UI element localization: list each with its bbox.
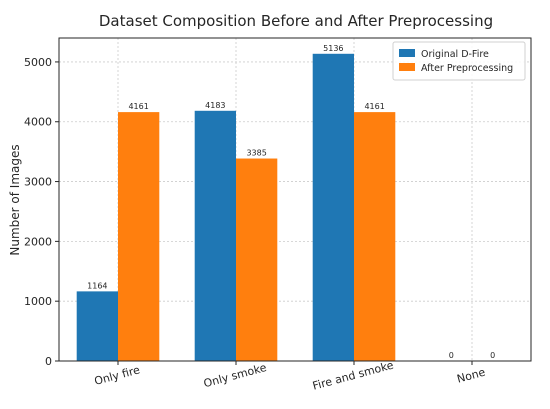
x-tick-label: Only fire xyxy=(93,363,142,388)
x-tick-label: None xyxy=(456,366,487,386)
legend-swatch xyxy=(399,49,415,57)
bar xyxy=(354,112,396,361)
y-tick-label: 3000 xyxy=(24,176,52,189)
chart-title: Dataset Composition Before and After Pre… xyxy=(99,12,493,30)
y-tick-label: 4000 xyxy=(24,116,52,129)
bar xyxy=(194,110,236,361)
y-tick-label: 2000 xyxy=(24,235,52,248)
bar xyxy=(312,53,354,362)
bar-value-label: 0 xyxy=(490,351,495,360)
legend-box xyxy=(392,41,526,81)
x-tick-label: Fire and smoke xyxy=(311,359,395,393)
x-tick-label: Only smoke xyxy=(202,361,268,390)
bar-value-label: 5136 xyxy=(323,44,343,53)
y-axis-label: Number of Images xyxy=(8,144,22,255)
y-tick-label: 0 xyxy=(45,355,52,368)
legend: Original D-Fire After Preprocessing xyxy=(392,41,526,81)
legend-label: Original D-Fire xyxy=(421,49,489,60)
bar-value-label: 4161 xyxy=(128,102,148,111)
plot-area: 1164 4161 4183 3385 5136 4161 0 0 0 1000 2000 3000 4… xyxy=(24,37,532,393)
y-tick-label: 1000 xyxy=(24,295,52,308)
bar xyxy=(118,112,160,361)
bar xyxy=(76,291,118,361)
legend-swatch xyxy=(399,63,415,71)
bar xyxy=(236,158,278,361)
legend-label: After Preprocessing xyxy=(421,63,513,74)
bar-value-label: 3385 xyxy=(246,149,266,158)
bar-value-label: 1164 xyxy=(87,281,107,290)
y-tick-label: 5000 xyxy=(24,56,52,69)
plot-frame xyxy=(58,37,532,362)
bar-value-label: 0 xyxy=(449,351,454,360)
bar-value-label: 4183 xyxy=(205,101,225,110)
bar-value-label: 4161 xyxy=(364,102,384,111)
